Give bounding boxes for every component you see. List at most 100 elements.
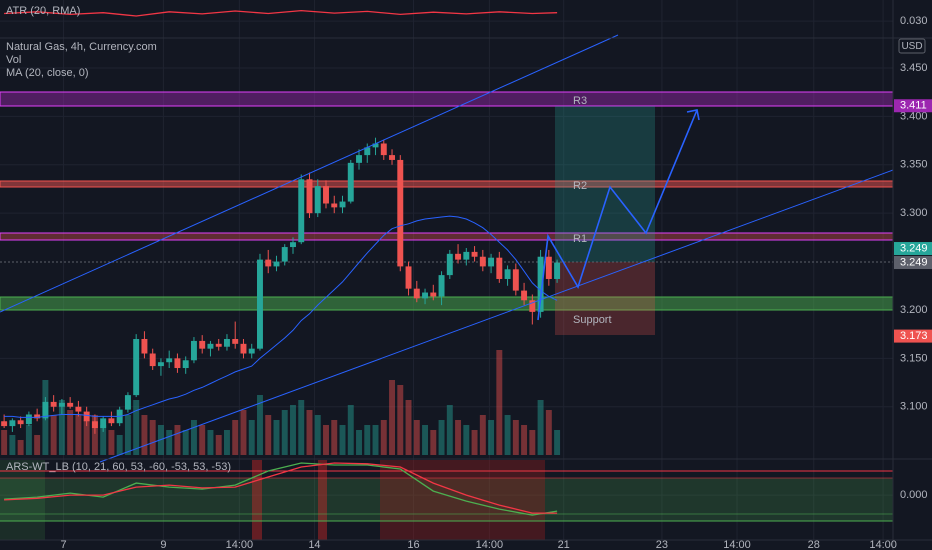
volume-bar xyxy=(298,400,305,455)
candle-body xyxy=(91,421,98,429)
volume-bar xyxy=(25,425,32,455)
candle-body xyxy=(207,343,214,349)
candle-body xyxy=(141,338,148,354)
volume-bar xyxy=(471,430,478,455)
candle-body xyxy=(471,251,478,257)
volume-bar xyxy=(380,420,387,455)
candle-body xyxy=(182,360,189,369)
volume-bar xyxy=(430,430,437,455)
volume-bar xyxy=(248,420,255,455)
candle-body xyxy=(232,338,239,344)
candle-body xyxy=(133,338,140,396)
x-tick-label: 7 xyxy=(60,539,66,550)
y-tick-label: 0.030 xyxy=(900,15,928,27)
candle-body xyxy=(257,259,263,349)
line-series xyxy=(4,9,558,17)
candle-body xyxy=(545,256,552,279)
volume-bar xyxy=(190,420,197,455)
price-badge xyxy=(894,99,932,113)
zone-label: R2 xyxy=(573,180,587,192)
x-tick-label: 14:00 xyxy=(723,539,751,550)
candle-body xyxy=(199,340,206,349)
price-badge xyxy=(894,329,932,343)
volume-bar xyxy=(232,420,239,455)
volume-bar xyxy=(529,430,536,455)
line-series xyxy=(4,462,558,514)
volume-bar xyxy=(323,425,329,455)
stop-box xyxy=(555,262,655,335)
x-tick-label: 14:00 xyxy=(869,539,897,550)
chart-title: Natural Gas, 4h, Currency.com xyxy=(6,41,157,53)
target-box xyxy=(555,106,655,262)
candle-body xyxy=(67,402,74,407)
volume-bar xyxy=(166,430,173,455)
volume-bar xyxy=(545,410,552,455)
volume-bar xyxy=(339,425,346,455)
volume-bar xyxy=(91,415,98,455)
candle-body xyxy=(190,340,197,361)
candle-body xyxy=(446,253,453,276)
candle-body xyxy=(34,414,41,419)
currency-box[interactable] xyxy=(898,38,926,54)
candle-body xyxy=(529,300,536,312)
volume-bar xyxy=(1,430,8,455)
volume-bar xyxy=(9,435,16,455)
candle-body xyxy=(413,288,420,299)
x-tick-label: 14 xyxy=(308,539,320,550)
currency[interactable]: USD xyxy=(901,41,922,52)
volume-bar xyxy=(199,425,206,455)
candle-body xyxy=(380,143,387,156)
candle-body xyxy=(83,411,90,422)
candle-body xyxy=(339,201,346,208)
candle-body xyxy=(438,275,445,297)
volume-bar xyxy=(347,405,354,455)
price-badge-label: 3.411 xyxy=(900,100,927,112)
zone-r2 xyxy=(0,180,894,188)
volume-bar xyxy=(265,415,272,455)
zone-r3 xyxy=(0,91,894,107)
volume-bar xyxy=(438,420,445,455)
price-badge-label: 3.249 xyxy=(900,256,928,268)
volume-bar xyxy=(455,420,462,455)
candle-body xyxy=(248,348,255,354)
volume-bar xyxy=(108,430,115,455)
candle-body xyxy=(17,420,24,425)
y-tick-label: 3.400 xyxy=(900,110,928,122)
price-badge-label: 3.173 xyxy=(900,330,928,342)
x-tick-label: 21 xyxy=(558,539,570,550)
candle-body xyxy=(504,269,511,279)
volume-bar xyxy=(116,435,123,455)
candle-body xyxy=(265,259,272,267)
zone-support xyxy=(0,296,894,311)
volume-bar xyxy=(240,410,247,455)
candle-body xyxy=(347,162,354,202)
volume-bar xyxy=(463,425,470,455)
volume-bar xyxy=(257,395,263,455)
x-tick-label: 28 xyxy=(808,539,820,550)
volume-bar xyxy=(356,430,362,455)
candle-body xyxy=(223,338,230,347)
volume-bar xyxy=(397,385,404,455)
volume-bar xyxy=(50,415,57,455)
candle-body xyxy=(389,155,395,160)
volume-bar xyxy=(174,425,181,455)
volume-bar xyxy=(372,425,379,455)
y-tick-label: 3.100 xyxy=(900,401,928,413)
volume-bar xyxy=(141,415,148,455)
zone-label: R3 xyxy=(573,95,587,107)
candle-body xyxy=(124,395,131,410)
pane-title: ARS-WT_LB (10, 21, 60, 53, -60, -53, 53,… xyxy=(6,461,231,473)
volume-bar xyxy=(405,400,412,455)
y-tick-label: 3.300 xyxy=(900,207,928,219)
price-badge-label: 3.249 xyxy=(900,242,928,254)
candle-body xyxy=(100,418,107,429)
volume-bar xyxy=(34,435,41,455)
candle-body xyxy=(281,247,288,262)
volume-bar xyxy=(100,425,107,455)
candle-body xyxy=(521,290,528,301)
candle-body xyxy=(488,257,495,267)
candle-body xyxy=(430,292,437,297)
candle-body xyxy=(215,343,222,347)
candle-body xyxy=(290,242,296,248)
y-tick-label: 3.200 xyxy=(900,304,928,316)
